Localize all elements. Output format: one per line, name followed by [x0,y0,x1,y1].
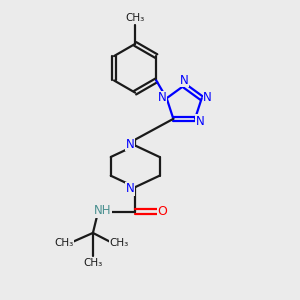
Text: NH: NH [94,204,112,217]
Text: N: N [158,91,166,104]
Text: O: O [157,205,167,218]
Text: N: N [125,138,134,151]
Text: N: N [125,182,134,195]
Text: N: N [203,91,212,104]
Text: N: N [180,74,189,87]
Text: N: N [195,115,204,128]
Text: CH₃: CH₃ [110,238,129,248]
Text: CH₃: CH₃ [83,258,103,268]
Text: CH₃: CH₃ [125,13,145,23]
Text: CH₃: CH₃ [54,238,74,248]
